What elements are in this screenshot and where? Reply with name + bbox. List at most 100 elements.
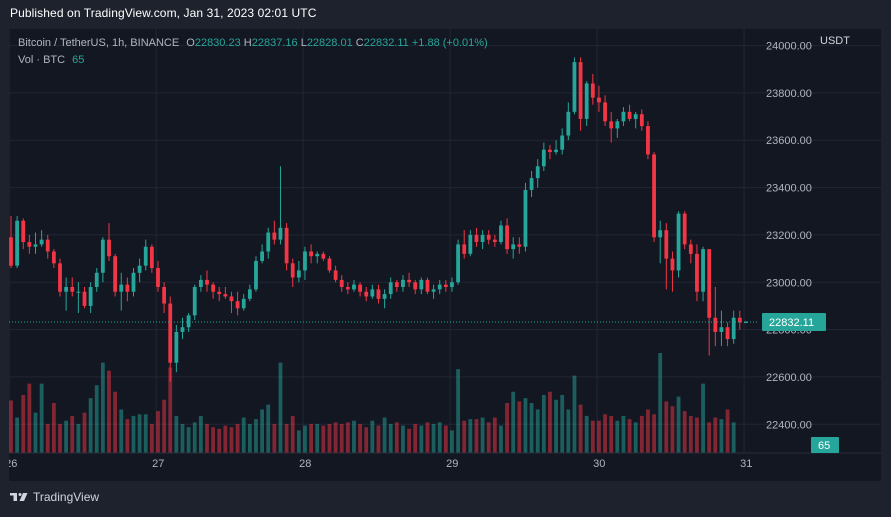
candle-body [303, 251, 307, 271]
candle-body [492, 239, 497, 243]
candle [609, 111, 614, 143]
volume-bar [198, 415, 203, 453]
candle-body [278, 227, 283, 240]
volume-bar [719, 419, 724, 453]
last-price-label: 22832.11 [769, 317, 814, 329]
volume-bar [597, 420, 601, 453]
y-tick-label: 23400.00 [766, 183, 812, 195]
candle [376, 284, 381, 304]
candle-body [162, 286, 167, 304]
candle [541, 142, 546, 172]
volume-bar [413, 423, 418, 453]
candle [70, 277, 75, 297]
candle [82, 286, 87, 309]
volume-bar [695, 417, 699, 453]
candle-body [676, 213, 681, 271]
candle [113, 253, 118, 297]
last-volume-badge [811, 437, 839, 453]
candle-body [100, 239, 105, 273]
candle [143, 239, 148, 271]
footer-brand[interactable]: TradingView [10, 490, 99, 504]
volume-bar [731, 422, 736, 453]
volume-bar [535, 409, 540, 453]
candle [100, 237, 105, 283]
candle [682, 211, 687, 250]
low-value: 22828.01 [306, 37, 353, 49]
candle-body [309, 251, 313, 257]
volume-bar [223, 425, 228, 453]
symbol-name[interactable]: Bitcoin / TetherUS, 1h, BINANCE [18, 37, 180, 49]
volume-bar [149, 423, 154, 453]
volume-bar [58, 423, 62, 453]
volume-bar [217, 428, 222, 453]
candle [517, 237, 522, 254]
candle [205, 270, 209, 292]
candle [186, 313, 191, 332]
volume-bar [296, 430, 301, 453]
candle-body [113, 256, 118, 292]
candle-body [639, 114, 644, 127]
volume-bar [345, 422, 350, 453]
candle [321, 251, 326, 261]
candle-body [682, 213, 687, 245]
x-tick-label: 27 [152, 458, 164, 470]
volume-bar [113, 391, 118, 453]
chart-panel[interactable]: 24000.00 23800.00 23600.00 23400.00 23200.00… [9, 29, 881, 481]
volume-bar [260, 409, 265, 453]
volume-bar [39, 383, 44, 453]
candle [333, 265, 338, 283]
volume-bar [652, 414, 656, 453]
candle-body [247, 289, 252, 299]
candle [603, 95, 607, 127]
volume-bar [137, 414, 142, 453]
candle-body [554, 149, 558, 153]
candle [646, 121, 650, 160]
candle [315, 251, 320, 264]
volume-label[interactable]: Vol · BTC [18, 54, 66, 66]
volume-bar [327, 423, 332, 453]
candle [272, 220, 277, 245]
volume-bar [290, 415, 295, 453]
volume-bar [309, 423, 313, 453]
candle [229, 291, 234, 314]
candle-body [713, 317, 718, 332]
candle-body [82, 291, 87, 306]
candle-body [88, 286, 93, 306]
volume-bar [284, 423, 289, 453]
x-tick-label: 29 [446, 458, 458, 470]
candle-body [376, 289, 381, 299]
candle [284, 223, 289, 271]
candle-body [744, 322, 748, 324]
candle [345, 282, 350, 295]
candle-body [707, 249, 712, 318]
volume-bar [107, 370, 111, 453]
candle [198, 275, 203, 292]
candle [676, 211, 681, 278]
volume-bar [603, 414, 607, 453]
candle [572, 57, 577, 115]
x-tick-label: 30 [593, 458, 605, 470]
candle [713, 286, 718, 347]
volume-bar [633, 422, 638, 453]
volume-bar [713, 417, 718, 453]
volume-bar [382, 417, 387, 453]
candle [725, 322, 730, 347]
candle-body [468, 234, 473, 254]
y-tick-label: 24000.00 [766, 41, 812, 53]
candle-body [192, 286, 197, 316]
volume-bar [707, 422, 712, 453]
candle [529, 171, 534, 198]
volume-bar [303, 425, 307, 453]
candle-body [21, 220, 26, 243]
candle [695, 244, 699, 302]
candle-body [413, 282, 418, 290]
price-chart[interactable]: 24000.00 23800.00 23600.00 23400.00 23200.00… [9, 29, 881, 481]
volume-bar [241, 417, 246, 453]
volume-bar [162, 399, 167, 453]
volume-bar [333, 422, 338, 453]
candle [278, 166, 283, 245]
candle-body [499, 225, 503, 243]
candle [327, 256, 332, 273]
volume-bar [370, 420, 375, 453]
volume-bar [88, 398, 93, 453]
